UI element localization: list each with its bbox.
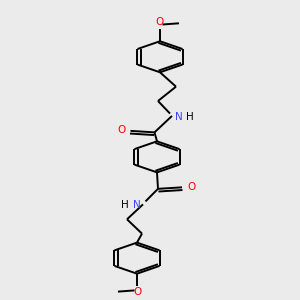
Text: O: O [156, 17, 164, 28]
Text: O: O [133, 287, 141, 297]
Text: O: O [187, 182, 195, 192]
Text: N: N [133, 200, 140, 210]
Text: H: H [186, 112, 194, 122]
Text: H: H [121, 200, 129, 210]
Text: O: O [117, 125, 125, 135]
Text: N: N [175, 112, 182, 122]
